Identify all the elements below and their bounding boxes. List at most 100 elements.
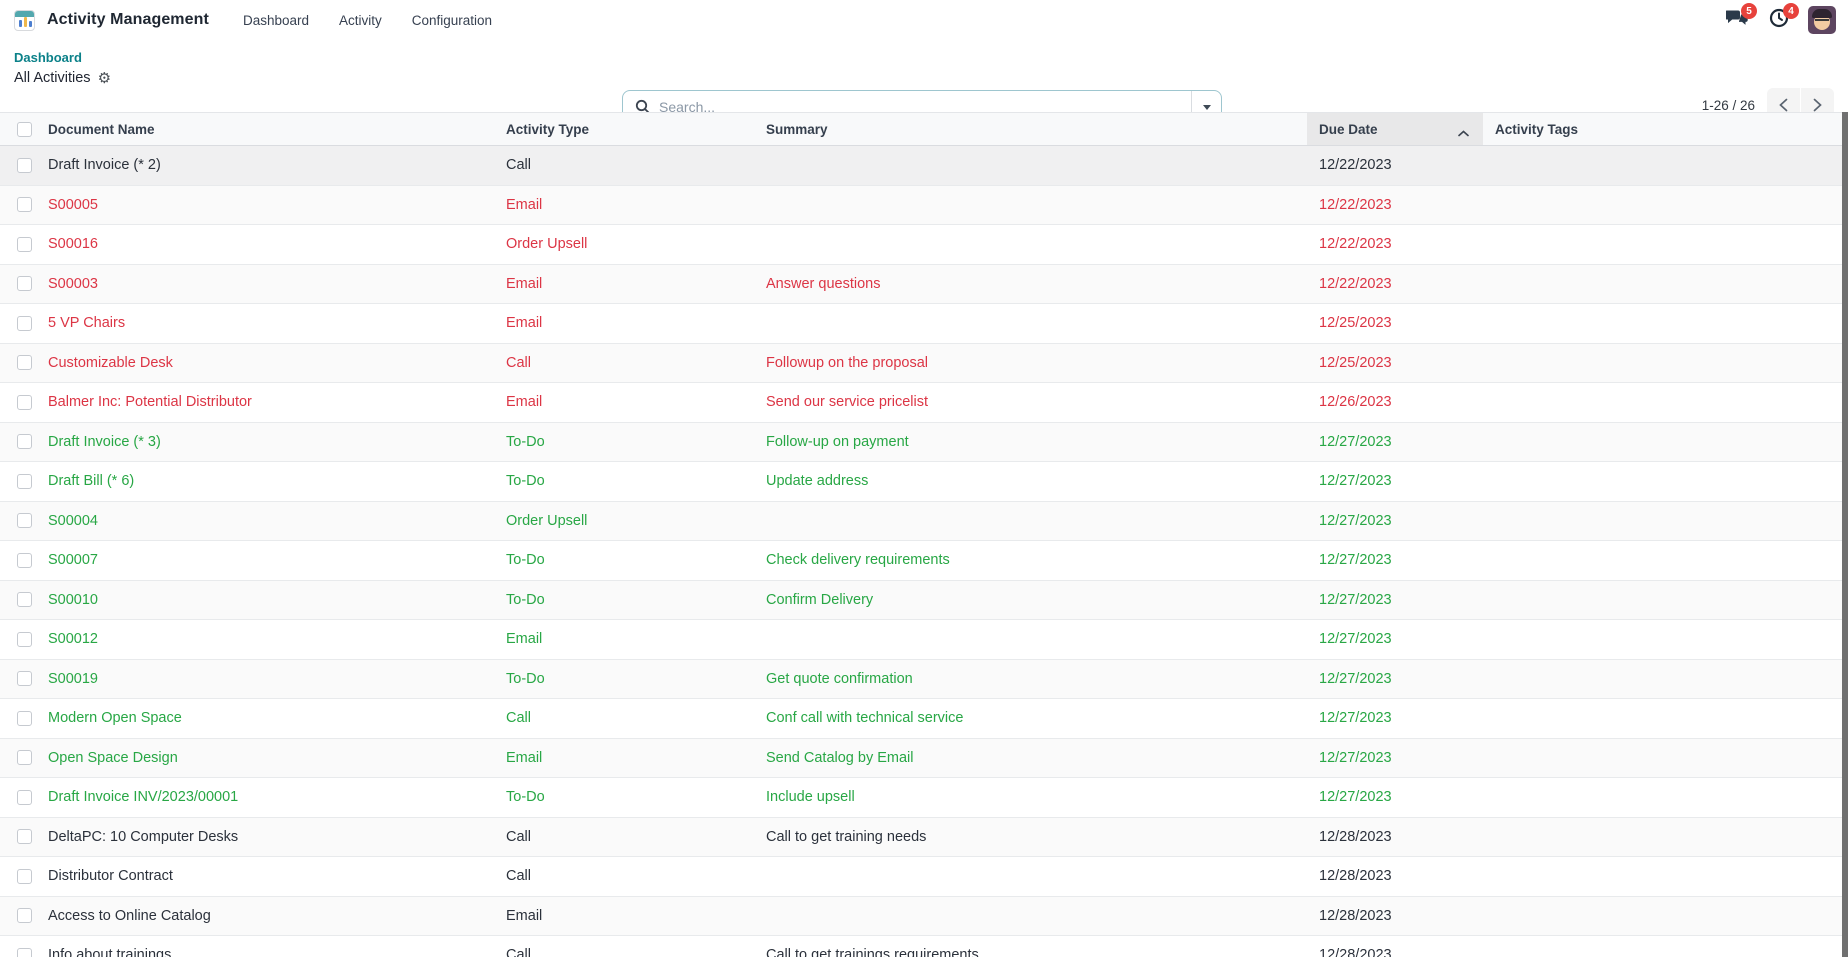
column-header-document-name[interactable]: Document Name — [48, 112, 506, 146]
table-row[interactable]: Draft Bill (* 6) To-Do Update address 12… — [0, 461, 1842, 502]
row-checkbox[interactable] — [16, 276, 32, 292]
scrollbar-thumb[interactable] — [1842, 112, 1848, 957]
table-row[interactable]: Balmer Inc: Potential Distributor Email … — [0, 382, 1842, 423]
cell-document-name: Draft Invoice (* 2) — [48, 145, 506, 186]
cell-document-name: Distributor Contract — [48, 856, 506, 897]
cell-due-date: 12/27/2023 — [1307, 738, 1483, 778]
activities-button[interactable]: 4 — [1766, 3, 1799, 33]
row-checkbox[interactable] — [16, 394, 32, 410]
row-checkbox[interactable] — [16, 671, 32, 687]
table-row[interactable]: S00016 Order Upsell 12/22/2023 — [0, 224, 1842, 265]
row-checkbox[interactable] — [16, 315, 32, 331]
row-checkbox[interactable] — [16, 434, 32, 450]
table-row[interactable]: 5 VP Chairs Email 12/25/2023 — [0, 303, 1842, 344]
cell-activity-tags — [1483, 224, 1842, 265]
cell-activity-type: Call — [506, 698, 766, 739]
column-header-activity-type[interactable]: Activity Type — [506, 112, 766, 146]
user-avatar[interactable] — [1808, 6, 1836, 34]
cell-activity-type: To-Do — [506, 580, 766, 620]
table-row[interactable]: Customizable Desk Call Followup on the p… — [0, 343, 1842, 383]
table-row[interactable]: Distributor Contract Call 12/28/2023 — [0, 856, 1842, 897]
cell-due-date: 12/27/2023 — [1307, 777, 1483, 818]
cell-due-date: 12/28/2023 — [1307, 935, 1483, 957]
row-checkbox[interactable] — [16, 236, 32, 252]
cell-activity-tags — [1483, 935, 1842, 957]
app-name[interactable]: Activity Management — [47, 11, 209, 28]
row-checkbox[interactable] — [16, 789, 32, 805]
column-header-due-date[interactable]: Due Date — [1307, 112, 1483, 146]
table-row[interactable]: Info about trainings Call Call to get tr… — [0, 935, 1842, 957]
row-checkbox[interactable] — [16, 592, 32, 608]
cell-activity-type: Email — [506, 264, 766, 304]
cell-document-name: S00005 — [48, 185, 506, 225]
row-checkbox[interactable] — [16, 631, 32, 647]
cell-summary: Follow-up on payment — [766, 422, 1307, 462]
cell-summary — [766, 224, 1307, 265]
table-row[interactable]: Open Space Design Email Send Catalog by … — [0, 738, 1842, 778]
page-title: All Activities — [14, 70, 91, 86]
table-row[interactable]: Draft Invoice (* 2) Call 12/22/2023 — [0, 145, 1842, 186]
row-checkbox[interactable] — [16, 710, 32, 726]
table-row[interactable]: S00012 Email 12/27/2023 — [0, 619, 1842, 660]
cell-activity-tags — [1483, 461, 1842, 502]
chevron-down-icon — [1202, 104, 1211, 110]
cell-activity-type: To-Do — [506, 540, 766, 581]
table-row[interactable]: S00007 To-Do Check delivery requirements… — [0, 540, 1842, 581]
cell-document-name: Draft Bill (* 6) — [48, 461, 506, 502]
cell-activity-tags — [1483, 264, 1842, 304]
table-row[interactable]: Modern Open Space Call Conf call with te… — [0, 698, 1842, 739]
row-checkbox[interactable] — [16, 868, 32, 884]
row-checkbox[interactable] — [16, 750, 32, 766]
table-header-row: Document Name Activity Type Summary Due … — [0, 112, 1842, 146]
table-row[interactable]: Access to Online Catalog Email 12/28/202… — [0, 896, 1842, 936]
table-row[interactable]: S00010 To-Do Confirm Delivery 12/27/2023 — [0, 580, 1842, 620]
cell-summary — [766, 856, 1307, 897]
table-row[interactable]: Draft Invoice (* 3) To-Do Follow-up on p… — [0, 422, 1842, 462]
table-row[interactable]: S00019 To-Do Get quote confirmation 12/2… — [0, 659, 1842, 699]
gear-icon[interactable]: ⚙ — [97, 69, 112, 87]
row-checkbox[interactable] — [16, 197, 32, 213]
cell-activity-type: Email — [506, 185, 766, 225]
row-checkbox[interactable] — [16, 473, 32, 489]
row-checkbox[interactable] — [16, 829, 32, 845]
row-checkbox[interactable] — [16, 552, 32, 568]
table-row[interactable]: S00005 Email 12/22/2023 — [0, 185, 1842, 225]
column-header-activity-tags[interactable]: Activity Tags — [1483, 112, 1842, 146]
messages-button[interactable]: 5 — [1724, 3, 1757, 33]
breadcrumb-dashboard[interactable]: Dashboard — [14, 50, 82, 65]
activity-list: Document Name Activity Type Summary Due … — [0, 112, 1848, 957]
table-row[interactable]: Draft Invoice INV/2023/00001 To-Do Inclu… — [0, 777, 1842, 818]
row-checkbox[interactable] — [16, 947, 32, 957]
table-row[interactable]: S00004 Order Upsell 12/27/2023 — [0, 501, 1842, 541]
table-row[interactable]: DeltaPC: 10 Computer Desks Call Call to … — [0, 817, 1842, 857]
cell-activity-type: To-Do — [506, 659, 766, 699]
menu-activity[interactable]: Activity — [339, 12, 382, 28]
cell-activity-tags — [1483, 382, 1842, 423]
cell-activity-type: Email — [506, 896, 766, 936]
cell-due-date: 12/28/2023 — [1307, 817, 1483, 857]
cell-activity-tags — [1483, 738, 1842, 778]
table-row[interactable]: S00003 Email Answer questions 12/22/2023 — [0, 264, 1842, 304]
column-header-summary[interactable]: Summary — [766, 112, 1307, 146]
row-checkbox[interactable] — [16, 908, 32, 924]
menu-configuration[interactable]: Configuration — [411, 12, 493, 28]
cell-summary: Check delivery requirements — [766, 540, 1307, 581]
select-all-checkbox[interactable] — [16, 121, 32, 137]
search-dropdown-toggle[interactable] — [1191, 91, 1221, 123]
cell-due-date: 12/25/2023 — [1307, 343, 1483, 383]
cell-activity-tags — [1483, 185, 1842, 225]
cell-due-date: 12/26/2023 — [1307, 382, 1483, 423]
cell-activity-type: To-Do — [506, 777, 766, 818]
cell-summary — [766, 619, 1307, 660]
cell-activity-tags — [1483, 580, 1842, 620]
app-icon[interactable] — [14, 9, 35, 31]
row-checkbox[interactable] — [16, 157, 32, 173]
row-checkbox[interactable] — [16, 355, 32, 371]
cell-summary — [766, 145, 1307, 186]
cell-document-name: Customizable Desk — [48, 343, 506, 383]
cell-due-date: 12/25/2023 — [1307, 303, 1483, 344]
cell-activity-type: To-Do — [506, 422, 766, 462]
cell-activity-tags — [1483, 343, 1842, 383]
menu-dashboard[interactable]: Dashboard — [242, 12, 309, 28]
row-checkbox[interactable] — [16, 513, 32, 529]
